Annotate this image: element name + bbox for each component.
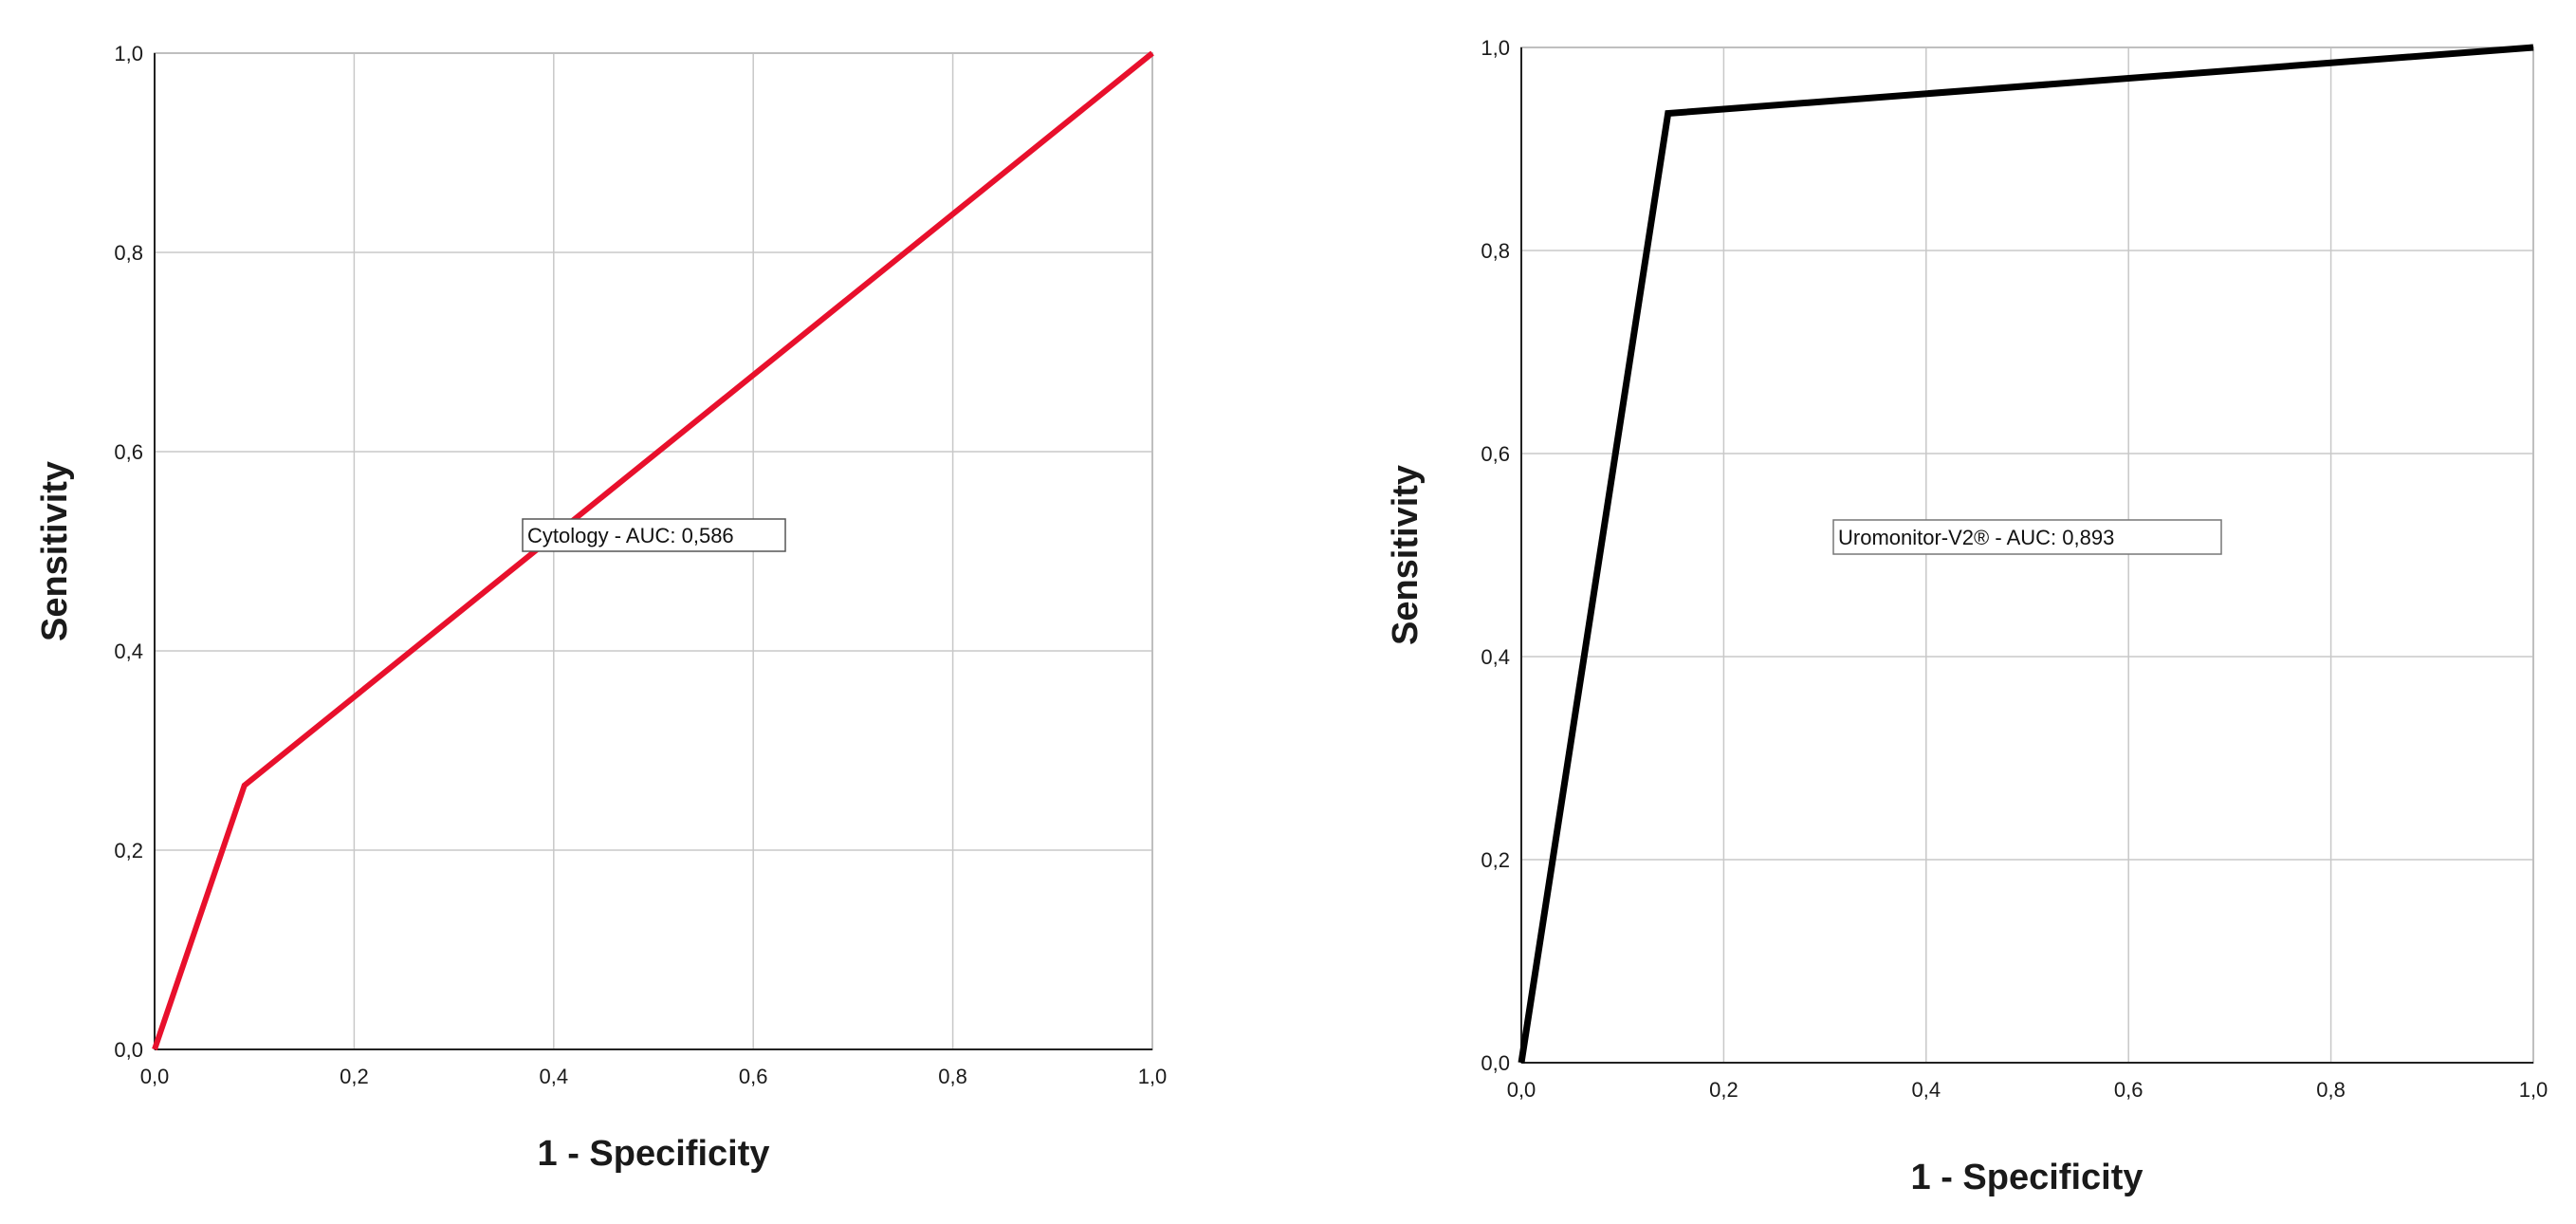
uromonitor-x-tick-label: 0,2 xyxy=(1709,1078,1739,1102)
uromonitor-x-axis-title: 1 - Specificity xyxy=(1911,1158,2144,1197)
cytology-annotation: Cytology - AUC: 0,586 xyxy=(522,518,786,552)
cytology-y-tick-label: 0,4 xyxy=(114,640,143,663)
cytology-roc-chart: 0,0 0,2 0,4 0,6 0,8 1,0 0,0 0,2 0,4 0,6 0,8 1,0 Cyt… xyxy=(35,42,1167,1174)
uromonitor-y-tick-label: 1,0 xyxy=(1481,36,1510,60)
uromonitor-series xyxy=(1518,44,2534,1064)
uromonitor-y-axis-title: Sensitivity xyxy=(1386,465,1426,645)
uromonitor-plot-frame xyxy=(1520,46,2534,1064)
uromonitor-y-tick-label: 0,2 xyxy=(1481,848,1510,872)
uromonitor-ticks: 0,0 0,2 0,4 0,6 0,8 1,0 0,0 0,2 0,4 0,6 0,8 1,0 xyxy=(1481,36,2548,1102)
cytology-x-axis-title: 1 - Specificity xyxy=(538,1134,770,1174)
uromonitor-y-tick-label: 0,0 xyxy=(1481,1051,1510,1075)
uromonitor-y-tick-label: 0,4 xyxy=(1481,645,1510,669)
cytology-y-axis-title: Sensitivity xyxy=(35,461,75,641)
uromonitor-roc-chart: 0,0 0,2 0,4 0,6 0,8 1,0 0,0 0,2 0,4 0,6 0,8 1,0 Uro… xyxy=(1386,36,2548,1197)
cytology-y-tick-label: 0,8 xyxy=(114,241,143,265)
uromonitor-x-tick-label: 0,4 xyxy=(1912,1078,1941,1102)
cytology-ticks: 0,0 0,2 0,4 0,6 0,8 1,0 0,0 0,2 0,4 0,6 0,8 1,0 xyxy=(114,42,1167,1088)
uromonitor-annotation-text: Uromonitor-V2® - AUC: 0,893 xyxy=(1838,526,2114,549)
uromonitor-x-tick-label: 1,0 xyxy=(2519,1078,2548,1102)
uromonitor-y-tick-label: 0,6 xyxy=(1481,442,1510,466)
cytology-annotation-box xyxy=(522,518,786,552)
cytology-y-tick-label: 1,0 xyxy=(114,42,143,65)
cytology-x-tick-label: 0,4 xyxy=(540,1065,569,1088)
uromonitor-x-tick-label: 0,0 xyxy=(1507,1078,1536,1102)
cytology-y-tick-label: 0,0 xyxy=(114,1038,143,1062)
uromonitor-grid xyxy=(1521,47,2533,1063)
cytology-series xyxy=(152,50,1154,1050)
uromonitor-y-tick-label: 0,8 xyxy=(1481,239,1510,263)
cytology-x-tick-label: 0,2 xyxy=(340,1065,369,1088)
cytology-x-tick-label: 0,0 xyxy=(140,1065,170,1088)
cytology-x-tick-label: 1,0 xyxy=(1138,1065,1168,1088)
cytology-y-tick-label: 0,6 xyxy=(114,440,143,464)
cytology-annotation-text: Cytology - AUC: 0,586 xyxy=(527,524,734,547)
uromonitor-annotation: Uromonitor-V2® - AUC: 0,893 xyxy=(1832,519,2222,555)
uromonitor-x-tick-label: 0,8 xyxy=(2316,1078,2346,1102)
cytology-x-tick-label: 0,6 xyxy=(739,1065,768,1088)
cytology-y-tick-label: 0,2 xyxy=(114,839,143,862)
uromonitor-x-tick-label: 0,6 xyxy=(2114,1078,2144,1102)
uromonitor-roc-curve xyxy=(1518,44,2534,1064)
cytology-x-tick-label: 0,8 xyxy=(938,1065,967,1088)
uromonitor-annotation-box xyxy=(1832,519,2222,555)
